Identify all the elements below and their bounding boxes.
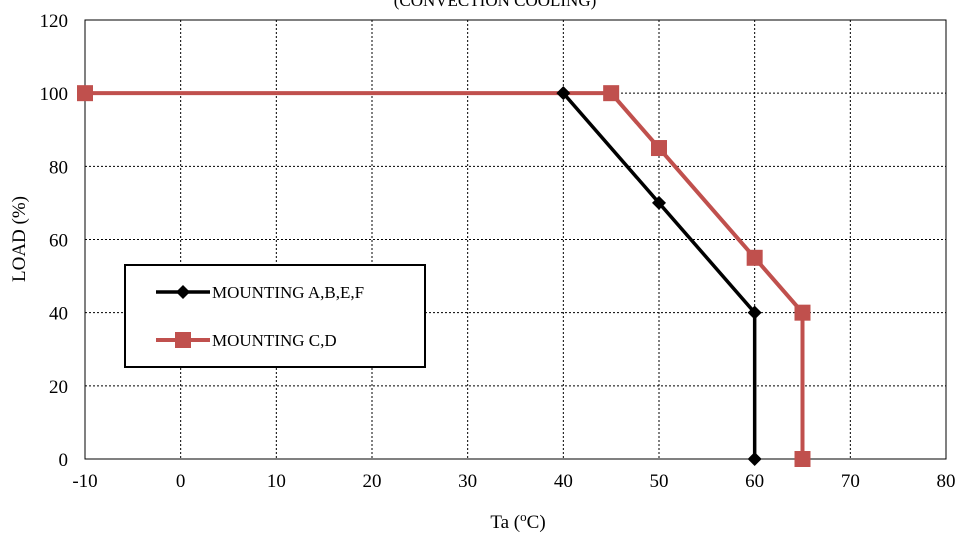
data-point xyxy=(746,249,763,266)
y-axis-title: LOAD (%) xyxy=(9,196,30,282)
data-point xyxy=(794,451,811,467)
chart-title: (CONVECTION COOLING) xyxy=(394,0,597,10)
legend-box xyxy=(124,264,426,368)
x-axis-title-superscript: o xyxy=(520,509,527,524)
data-point xyxy=(747,305,762,320)
x-tick-label: 50 xyxy=(650,471,669,492)
legend-label: MOUNTING A,B,E,F xyxy=(212,283,364,302)
x-axis-title: Ta (oC) xyxy=(490,509,545,533)
data-point xyxy=(603,85,620,102)
x-tick-label: 10 xyxy=(267,471,286,492)
series xyxy=(556,86,762,466)
x-tick-label: -10 xyxy=(72,471,97,492)
y-tick-label: 0 xyxy=(59,450,69,471)
legend-item: MOUNTING C,D xyxy=(156,331,337,350)
x-tick-label: 30 xyxy=(458,471,477,492)
legend-item: MOUNTING A,B,E,F xyxy=(156,283,364,302)
grid xyxy=(85,20,946,459)
x-tick-label: 0 xyxy=(176,471,186,492)
x-axis-title-text: Ta ( xyxy=(490,512,520,533)
y-tick-label: 40 xyxy=(49,304,68,325)
y-tick-label: 120 xyxy=(40,11,69,32)
legend: MOUNTING A,B,E,F MOUNTING C,D xyxy=(124,264,426,368)
x-tick-label: 20 xyxy=(363,471,382,492)
data-point xyxy=(77,85,93,102)
legend-label: MOUNTING C,D xyxy=(212,331,337,350)
x-tick-label: 60 xyxy=(745,471,764,492)
x-axis-title-unit: C) xyxy=(527,512,546,533)
data-point xyxy=(794,304,811,321)
series-line xyxy=(85,91,805,459)
series xyxy=(77,85,811,467)
y-tick-label: 60 xyxy=(49,231,68,252)
legend-marker xyxy=(175,332,191,348)
y-tick-label: 80 xyxy=(49,157,68,178)
y-tick-label: 100 xyxy=(40,84,69,105)
plot-area-frame xyxy=(84,19,947,460)
data-point xyxy=(652,195,666,210)
x-tick-label: 80 xyxy=(937,471,956,492)
x-tick-label: 70 xyxy=(841,471,860,492)
series-lines xyxy=(77,85,811,467)
x-tick-label: 40 xyxy=(554,471,573,492)
data-point xyxy=(651,140,667,157)
legend-marker xyxy=(176,285,190,299)
data-point xyxy=(556,86,571,101)
series-line xyxy=(562,92,757,459)
data-point xyxy=(747,452,762,466)
y-tick-label: 20 xyxy=(49,377,68,398)
